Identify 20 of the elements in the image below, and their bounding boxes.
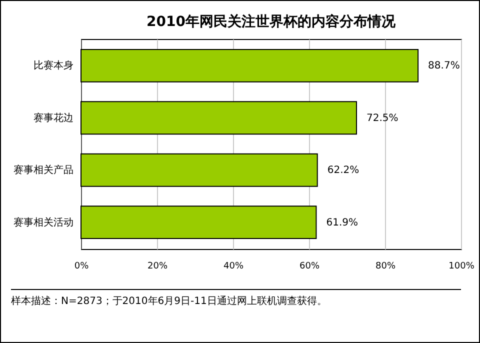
y-tick-label: 赛事相关活动 bbox=[14, 216, 74, 228]
x-tick-label: 100% bbox=[448, 262, 475, 272]
x-tick-label: 20% bbox=[147, 262, 168, 272]
y-tick-label: 赛事相关产品 bbox=[14, 164, 74, 176]
x-tick-label: 0% bbox=[74, 262, 90, 272]
data-label: 62.2% bbox=[327, 165, 360, 176]
chart-title: 2010年网民关注世界杯的内容分布情况 bbox=[146, 13, 396, 30]
bar bbox=[80, 153, 318, 187]
x-tick-label: 60% bbox=[299, 262, 320, 272]
bar bbox=[80, 101, 357, 135]
y-tick-label: 比赛本身 bbox=[34, 60, 74, 72]
data-label: 88.7% bbox=[428, 60, 460, 72]
data-label: 61.9% bbox=[326, 217, 358, 228]
data-label: 72.5% bbox=[366, 112, 398, 124]
text: 样本描述：N=2873；于2010年6月9日-11日通过网上联机调查获得。 bbox=[11, 294, 328, 308]
x-tick-label: 40% bbox=[223, 262, 244, 272]
x-tick-label: 80% bbox=[375, 262, 396, 272]
bar bbox=[80, 48, 419, 82]
y-tick-label: 赛事花边 bbox=[34, 112, 74, 124]
bar bbox=[80, 206, 317, 240]
